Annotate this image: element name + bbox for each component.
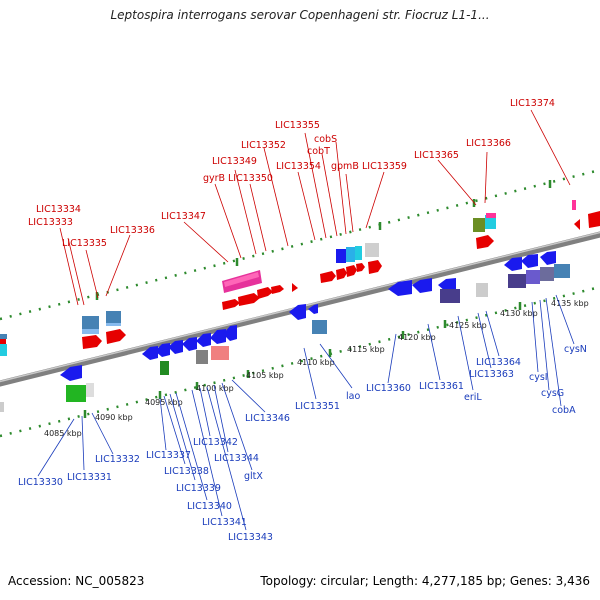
- gene-LIC13361: [412, 278, 432, 293]
- gene-LIC13340: [182, 337, 197, 351]
- label-gltX: gltX: [244, 471, 263, 482]
- gene-cobT: [346, 265, 357, 277]
- forward-feature-blocks: [0, 200, 576, 356]
- label-cobA: cobA: [552, 405, 576, 416]
- label-LIC13351: LIC13351: [295, 401, 340, 412]
- gene-LIC13342: [210, 329, 226, 344]
- gene-LIC13351: [289, 304, 306, 320]
- label-LIC13349: LIC13349: [212, 156, 257, 167]
- label-LIC13332: LIC13332: [95, 454, 140, 465]
- scale-label-4135: 4135 kbp: [551, 299, 589, 308]
- label-LIC13334: LIC13334: [36, 204, 81, 215]
- gene-LIC13333: [82, 335, 102, 349]
- label-LIC13355: LIC13355: [275, 120, 320, 131]
- label-eriL: eriL: [464, 392, 482, 403]
- gene-LIC13347: [222, 299, 240, 310]
- label-LIC13374: LIC13374: [510, 98, 555, 109]
- label-LIC13339: LIC13339: [176, 483, 221, 494]
- label-cobT: cobT: [307, 146, 330, 157]
- label-LIC13330: LIC13330: [18, 477, 63, 488]
- label-LIC13341: LIC13341: [202, 517, 247, 528]
- gene-LIC13330: [60, 365, 82, 381]
- label-LIC13366: LIC13366: [466, 138, 511, 149]
- gene-LIC13359: [368, 260, 382, 274]
- label-gpmB: gpmB: [331, 161, 359, 172]
- label-cysG: cysG: [541, 388, 564, 399]
- scale-label-4085: 4085 kbp: [44, 429, 82, 438]
- gene-LIC13363: [504, 257, 522, 271]
- label-LIC13335: LIC13335: [62, 238, 107, 249]
- label-LIC13336: LIC13336: [110, 225, 155, 236]
- forward-gene-labels: LIC13334 LIC13333 LIC13335 LIC13336 LIC1…: [28, 98, 555, 249]
- gene-gyrB: [238, 293, 260, 306]
- label-LIC13344: LIC13344: [214, 453, 259, 464]
- reverse-leader-lines: [37, 294, 575, 531]
- gene-LIC13374: [574, 219, 580, 230]
- forward-leader-lines: [59, 109, 571, 306]
- gene-cysN: [540, 251, 556, 265]
- scale-label-4110: 4110 kbp: [297, 358, 335, 367]
- reverse-feature-blocks: [0, 264, 570, 412]
- label-LIC13331: LIC13331: [67, 472, 112, 483]
- gene-lao: [308, 304, 318, 314]
- label-cobS: cobS: [314, 134, 337, 145]
- label-LIC13347: LIC13347: [161, 211, 206, 222]
- label-LIC13354: LIC13354: [276, 161, 321, 172]
- gene-cysI: [521, 254, 538, 268]
- scale-label-4090: 4090 kbp: [95, 413, 133, 422]
- scale-label-4130: 4130 kbp: [500, 309, 538, 318]
- gene-LIC13355: [336, 268, 347, 280]
- gene-LIC13339: [168, 340, 183, 354]
- label-LIC13333: LIC13333: [28, 217, 73, 228]
- gene-eriL: [438, 278, 456, 292]
- label-LIC13365: LIC13365: [414, 150, 459, 161]
- label-LIC13340: LIC13340: [187, 501, 232, 512]
- accession-label: Accession: NC_005823: [8, 574, 145, 588]
- major-ticks: [83, 180, 552, 418]
- reverse-gene-labels: LIC13330 LIC13331 LIC13332 LIC13337 LIC1…: [18, 344, 587, 543]
- gene-LIC13360: [388, 280, 412, 296]
- reverse-strand-features[interactable]: [60, 251, 556, 381]
- scale-label-4095: 4095 kbp: [145, 398, 183, 407]
- label-gyrB: gyrB: [203, 173, 225, 184]
- map-title: Leptospira interrogans serovar Copenhage…: [110, 8, 490, 22]
- label-LIC13359: LIC13359: [362, 161, 407, 172]
- label-LIC13343: LIC13343: [228, 532, 273, 543]
- gene-LIC13350: [271, 285, 284, 294]
- gene-LIC13338: [155, 343, 170, 357]
- forward-strand-features[interactable]: [0, 211, 600, 349]
- gene-LIC13349: [257, 287, 273, 299]
- label-LIC13364: LIC13364: [476, 357, 521, 368]
- label-LIC13352: LIC13352: [241, 140, 286, 151]
- label-LIC13350: LIC13350: [228, 173, 273, 184]
- label-LIC13342: LIC13342: [193, 437, 238, 448]
- gene-gltX: [223, 325, 237, 341]
- label-LIC13346: LIC13346: [245, 413, 290, 424]
- gene-forward-edge: [588, 211, 600, 228]
- gene-LIC13341: [196, 333, 211, 347]
- scale-label-4115: 4115 kbp: [347, 345, 385, 354]
- gene-LIC13337: [142, 346, 158, 360]
- label-LIC13338: LIC13338: [164, 466, 209, 477]
- label-cysN: cysN: [564, 344, 587, 355]
- gene-LIC13336: [106, 329, 126, 344]
- gene-LIC13365: [476, 235, 494, 249]
- scale-label-4105: 4105 kbp: [246, 371, 284, 380]
- genome-summary: Topology: circular; Length: 4,277,185 bp…: [260, 574, 590, 588]
- label-LIC13363: LIC13363: [469, 369, 514, 380]
- gene-cobS: [356, 263, 365, 272]
- scale-label-4125: 4125 kbp: [449, 321, 487, 330]
- label-LIC13361: LIC13361: [419, 381, 464, 392]
- label-LIC13360: LIC13360: [366, 383, 411, 394]
- gene-LIC13354: [320, 271, 336, 283]
- scale-label-4120: 4120 kbp: [398, 333, 436, 342]
- label-LIC13337: LIC13337: [146, 450, 191, 461]
- gene-LIC13352: [292, 283, 298, 292]
- label-cysI: cysI: [529, 372, 548, 383]
- label-lao: lao: [346, 391, 360, 402]
